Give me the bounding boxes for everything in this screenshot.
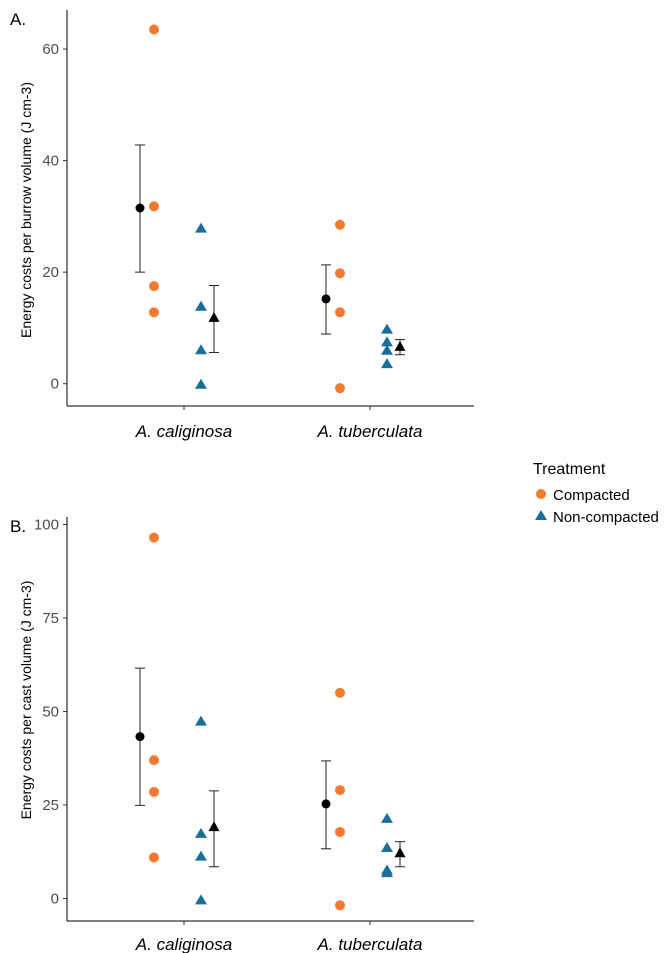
panel-b-non-compacted-a-caliginosa-mean [208, 821, 220, 832]
panel-a-compacted-a-tuberculata-mean [321, 294, 331, 304]
panel-b-non-compacted-a-caliginosa-point-2 [195, 827, 207, 838]
panel-a-label: A. [10, 10, 26, 29]
panel-b: B. Energy costs per cast volume (J cm-3)… [10, 516, 474, 953]
panel-a-compacted-a-tuberculata-point-3 [335, 307, 345, 318]
panel-a-ytick-label-20: 20 [42, 264, 59, 281]
panel-b-compacted-a-caliginosa-point-3 [149, 786, 159, 797]
panel-a-non-compacted-a-tuberculata-mean [394, 340, 406, 351]
panel-a-non-compacted-a-tuberculata-point-1 [381, 323, 393, 334]
panel-b-compacted-a-tuberculata-point-2 [335, 785, 345, 796]
panel-b-ytick-label-75: 75 [42, 610, 59, 627]
panel-b-compacted-a-tuberculata-mean [321, 799, 331, 809]
panel-b-compacted-a-caliginosa-point-2 [149, 755, 159, 766]
panel-a-compacted-a-caliginosa-point-4 [149, 307, 159, 318]
panel-b-non-compacted-a-tuberculata-point-2 [381, 842, 393, 853]
panel-a-non-compacted-a-tuberculata-point-2 [381, 336, 393, 347]
panel-b-non-compacted-a-caliginosa-point-4 [195, 894, 207, 905]
panel-a-compacted-a-tuberculata-point-1 [335, 219, 345, 230]
panel-a-xtick-label-a-tuberculata: A. tuberculata [317, 422, 423, 441]
panel-a-non-compacted-a-caliginosa-mean [208, 311, 220, 322]
panel-a-non-compacted-a-tuberculata-point-3 [381, 344, 393, 355]
legend-compacted-label: Compacted [553, 487, 630, 504]
panel-b-label: B. [10, 517, 26, 536]
panel-a-compacted-a-caliginosa-mean [135, 203, 145, 213]
panel-a-compacted-a-caliginosa-point-3 [149, 281, 159, 292]
legend: Treatment Compacted Non-compacted [533, 461, 659, 526]
panel-b-ytick-label-50: 50 [42, 704, 59, 721]
panel-a-non-compacted-a-caliginosa-point-2 [195, 300, 207, 311]
panel-b-compacted-a-tuberculata-point-4 [335, 900, 345, 911]
panel-a-xtick-label-a-caliginosa: A. caliginosa [135, 422, 232, 441]
legend-compacted-marker [536, 489, 546, 499]
panel-a-compacted-a-tuberculata-point-2 [335, 268, 345, 279]
panel-a-non-compacted-a-caliginosa-point-1 [195, 222, 207, 233]
panel-a: A. Energy costs per burrow volume (J cm-… [10, 10, 474, 441]
legend-noncompacted-marker [535, 510, 547, 520]
panel-a-plot: 0 20 40 60 A. caliginosa A. tuberculata [42, 10, 474, 441]
panel-a-ytick-label-60: 60 [42, 41, 59, 58]
panel-b-non-compacted-a-tuberculata-point-4 [381, 867, 393, 878]
panel-b-ytick-label-25: 25 [42, 797, 59, 814]
panel-b-compacted-a-caliginosa-mean [135, 732, 145, 742]
legend-title: Treatment [533, 461, 606, 478]
panel-a-non-compacted-a-tuberculata-point-4 [381, 358, 393, 369]
panel-a-compacted-a-caliginosa-point-1 [149, 24, 159, 35]
legend-noncompacted-label: Non-compacted [553, 509, 659, 526]
panel-b-compacted-a-tuberculata-point-3 [335, 826, 345, 837]
panel-a-compacted-a-tuberculata-point-4 [335, 383, 345, 394]
panel-a-ylabel: Energy costs per burrow volume (J cm-3) [18, 82, 34, 338]
panel-b-ytick-label-0: 0 [51, 891, 59, 908]
panel-b-ytick-label-100: 100 [34, 516, 59, 533]
panel-b-compacted-a-tuberculata-point-1 [335, 687, 345, 698]
panel-a-compacted-a-caliginosa-point-2 [149, 201, 159, 212]
panel-a-ytick-label-0: 0 [51, 376, 59, 393]
panel-a-non-compacted-a-caliginosa-point-3 [195, 344, 207, 355]
panel-b-non-compacted-a-caliginosa-point-3 [195, 850, 207, 861]
panel-b-ylabel: Energy costs per cast volume (J cm-3) [18, 581, 34, 820]
panel-b-xtick-label-a-caliginosa: A. caliginosa [135, 935, 232, 953]
panel-b-xtick-label-a-tuberculata: A. tuberculata [317, 935, 423, 953]
panel-b-non-compacted-a-caliginosa-point-1 [195, 715, 207, 726]
panel-b-compacted-a-caliginosa-point-1 [149, 532, 159, 543]
panel-b-plot: 0 25 50 75 100 A. caliginosa A. tuberculata [34, 516, 474, 953]
panel-a-ytick-label-40: 40 [42, 153, 59, 170]
panel-a-non-compacted-a-caliginosa-point-4 [195, 378, 207, 389]
panel-b-non-compacted-a-tuberculata-mean [394, 847, 406, 858]
panel-b-compacted-a-caliginosa-point-4 [149, 852, 159, 863]
panel-b-non-compacted-a-tuberculata-point-1 [381, 812, 393, 823]
